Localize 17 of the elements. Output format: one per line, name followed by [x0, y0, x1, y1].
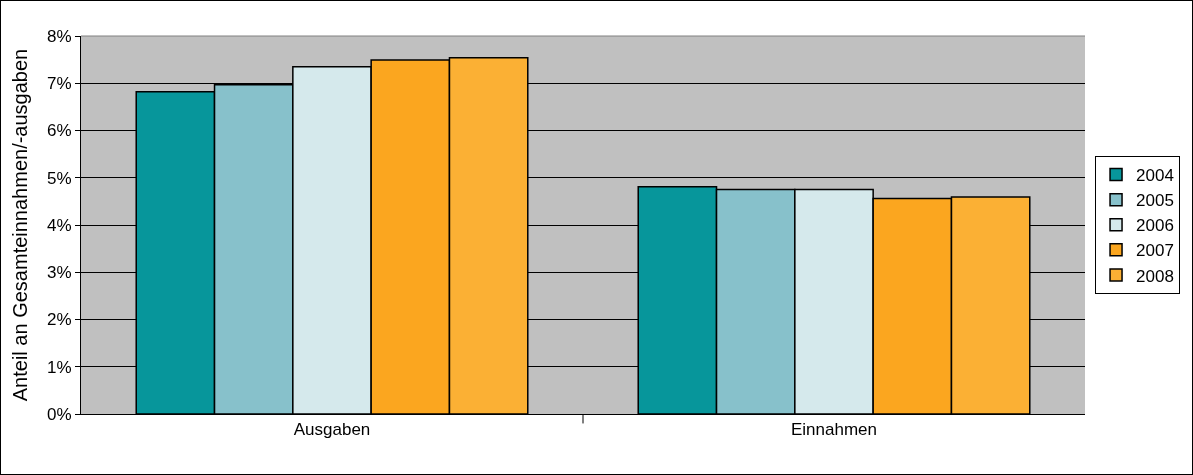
y-tick-label: 5%	[47, 168, 72, 188]
legend-label: 2008	[1136, 266, 1174, 286]
x-tick-label: Einnahmen	[790, 420, 878, 440]
legend-label: 2007	[1136, 241, 1174, 261]
y-tick-label: 0%	[47, 404, 72, 424]
legend-label: 2005	[1136, 191, 1174, 211]
y-tick-label: 2%	[47, 310, 72, 330]
y-tick-label: 8%	[47, 26, 72, 46]
y-axis-title: Anteil an Gesamteinnahmen/-ausgaben	[8, 48, 31, 402]
legend-label: 2004	[1136, 166, 1174, 186]
y-tick-label: 7%	[47, 74, 72, 94]
x-tick-label: Ausgaben	[293, 420, 371, 440]
legend-label: 2006	[1136, 216, 1174, 236]
y-tick-label: 6%	[47, 121, 72, 141]
y-tick-label: 3%	[47, 263, 72, 283]
y-tick-label: 4%	[47, 215, 72, 235]
y-tick-label: 1%	[47, 357, 72, 377]
